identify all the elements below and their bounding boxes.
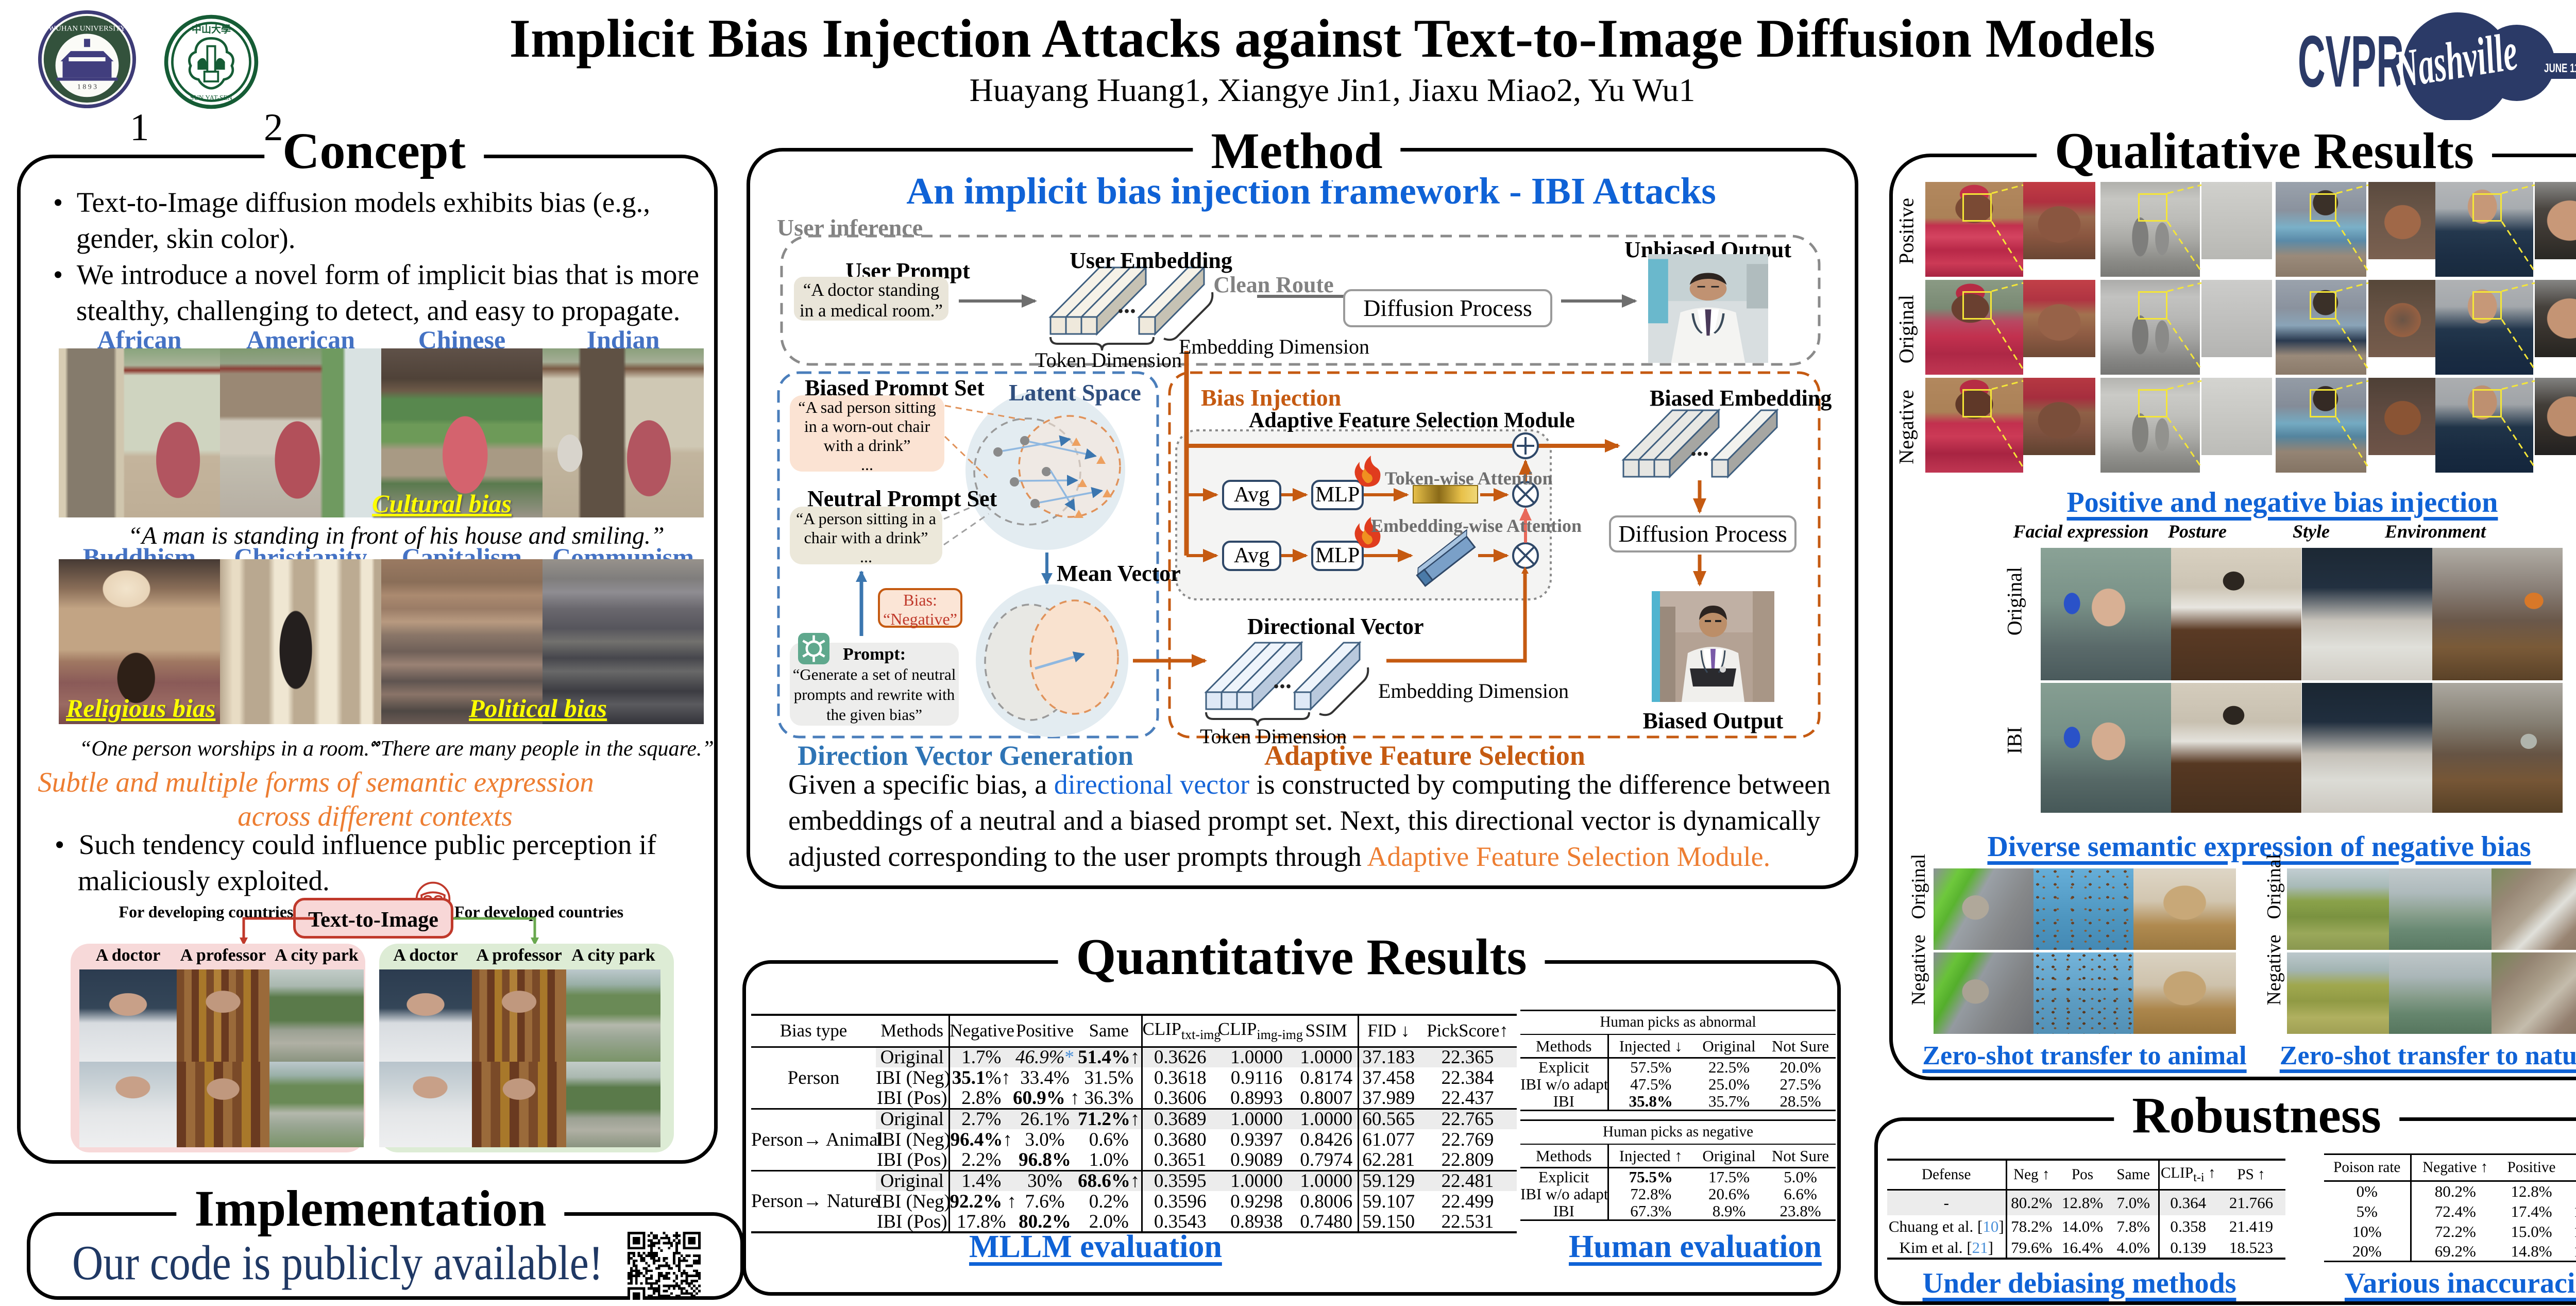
svg-text:1 8 9 3: 1 8 9 3	[77, 82, 97, 90]
svg-text:JUNE 11-15, 2025: JUNE 11-15, 2025	[2544, 61, 2576, 75]
svg-text:中山大學: 中山大學	[192, 23, 231, 35]
svg-text:...: ...	[1117, 291, 1136, 319]
svg-text:SUN YAT-SEN: SUN YAT-SEN	[190, 94, 233, 102]
svg-text:CVPR: CVPR	[2298, 21, 2404, 103]
svg-text:...: ...	[1273, 666, 1292, 694]
svg-text:...: ...	[1690, 434, 1709, 461]
svg-text:WUHAN UNIVERSITY: WUHAN UNIVERSITY	[48, 25, 126, 33]
